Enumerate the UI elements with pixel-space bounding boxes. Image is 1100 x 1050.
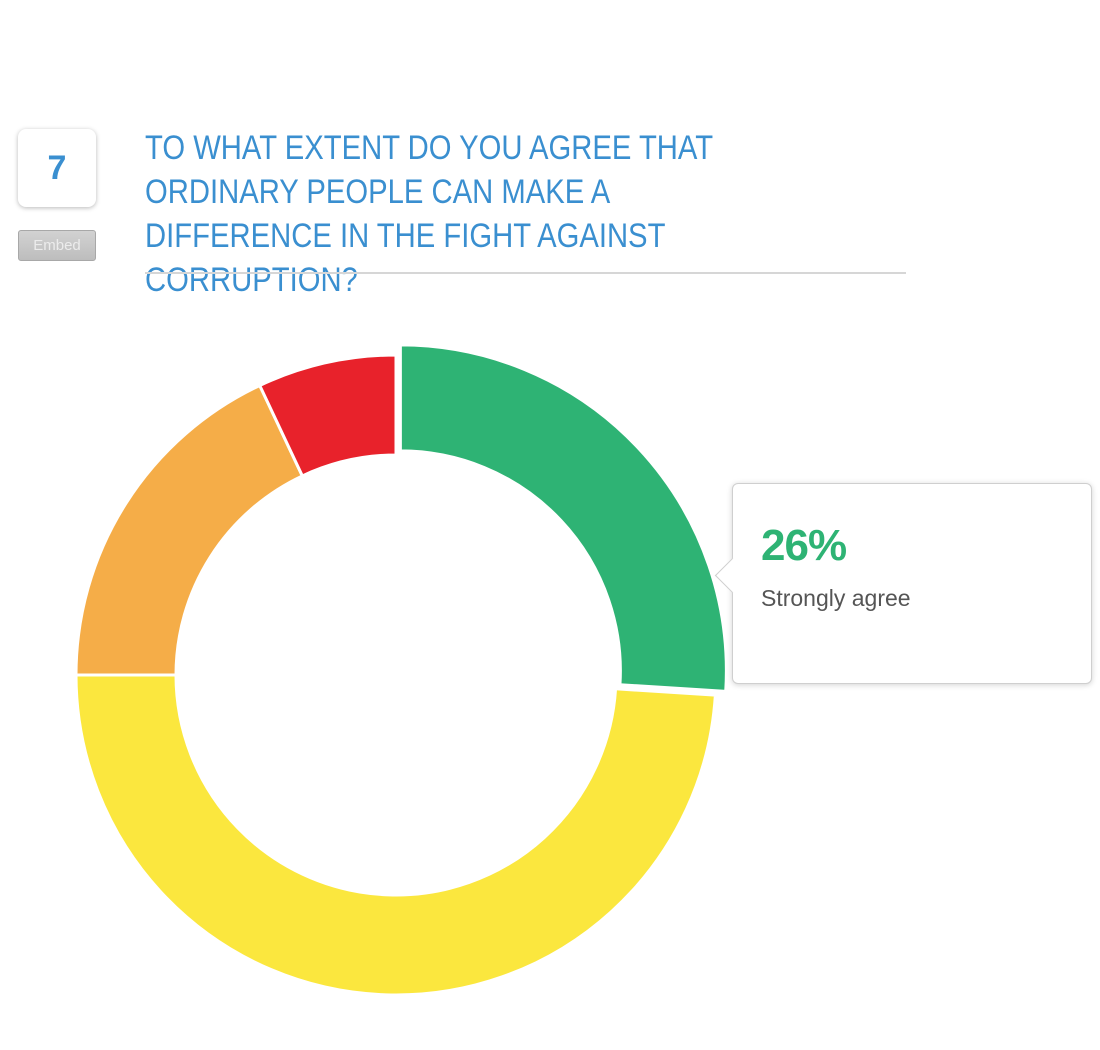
tooltip-value: 26% — [761, 521, 847, 570]
embed-button[interactable]: Embed — [18, 230, 96, 261]
question-title: To what extent do you agree that ordinar… — [145, 129, 713, 299]
donut-slice-3[interactable] — [74, 383, 304, 677]
question-number-badge: 7 — [18, 129, 96, 207]
tooltip-label: Strongly agree — [761, 585, 911, 611]
title-divider — [145, 272, 906, 274]
chart-tooltip: 26% Strongly agree — [714, 483, 1092, 684]
donut-slice-2[interactable] — [74, 673, 717, 997]
donut-slice-1[interactable] — [398, 343, 728, 693]
donut-slice-4[interactable] — [258, 353, 398, 478]
